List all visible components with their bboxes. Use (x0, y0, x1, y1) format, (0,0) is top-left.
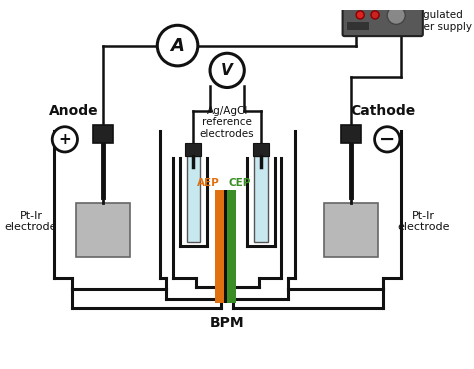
Bar (227, 190, 236, 303)
Bar (185, 144, 201, 156)
Circle shape (52, 127, 77, 152)
Circle shape (356, 11, 364, 19)
Circle shape (387, 6, 405, 24)
Circle shape (374, 127, 400, 152)
Text: Pt-Ir
electrode: Pt-Ir electrode (397, 211, 449, 232)
Text: BPM: BPM (210, 316, 245, 330)
Text: Cathode: Cathode (350, 104, 415, 118)
Text: Pt-Ir
electrode: Pt-Ir electrode (5, 211, 57, 232)
Text: V: V (221, 63, 233, 78)
Text: Anode: Anode (49, 104, 99, 118)
Bar (216, 190, 224, 303)
Bar (187, 156, 200, 242)
Circle shape (157, 25, 198, 66)
Bar (346, 22, 369, 30)
Text: A: A (171, 37, 184, 55)
Text: +: + (58, 132, 71, 147)
FancyBboxPatch shape (343, 0, 423, 36)
Bar (254, 156, 268, 242)
Text: CEP: CEP (228, 177, 250, 187)
Bar (224, 190, 227, 303)
Text: −: − (379, 130, 395, 149)
Bar (341, 125, 361, 142)
Bar (93, 125, 113, 142)
Circle shape (210, 53, 244, 87)
Text: AEP: AEP (197, 177, 219, 187)
Bar (324, 203, 378, 258)
Circle shape (371, 11, 379, 19)
Bar (253, 144, 269, 156)
Text: Ag/AgCl
reference
electrodes: Ag/AgCl reference electrodes (200, 106, 255, 139)
Text: Regulated
power supply: Regulated power supply (402, 10, 472, 32)
Bar (76, 203, 130, 258)
